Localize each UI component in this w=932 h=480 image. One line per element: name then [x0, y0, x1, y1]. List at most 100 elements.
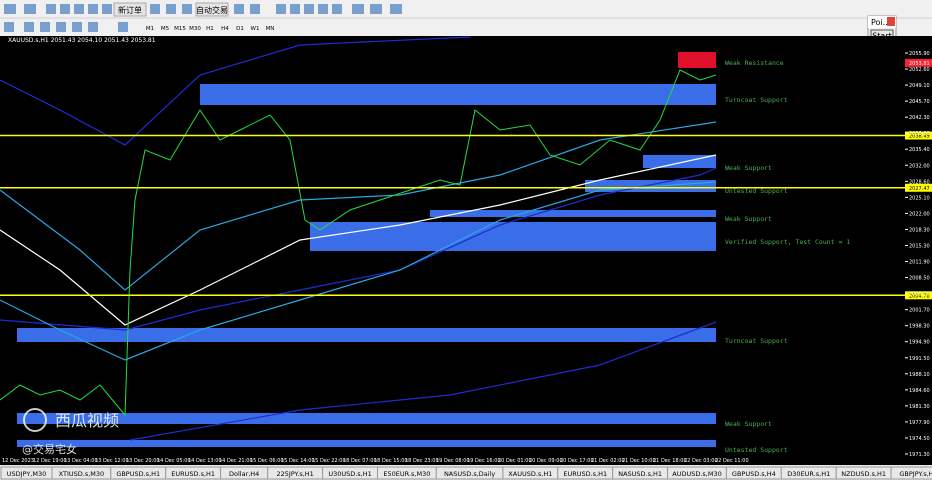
tab-label: XAUUSD.s,H1: [508, 470, 552, 478]
tool-icon[interactable]: [102, 4, 112, 14]
time-label: 15 Dec 06:00: [250, 458, 284, 464]
zone-label: Turncoat Support: [725, 337, 788, 345]
level-label: 2004.78: [909, 293, 930, 299]
zone: [643, 155, 716, 168]
zone-label: Verified Support, Test Count = 1: [725, 238, 850, 246]
candles: [0, 69, 717, 417]
zone: [200, 84, 716, 105]
tab-label: USDJPY,M30: [7, 470, 47, 478]
time-label: 13 Dec 12:00: [95, 458, 129, 464]
timeframe-label: D1: [236, 26, 244, 32]
timeframe-label: M5: [161, 26, 170, 32]
tab-label: D30EUR.s,H1: [787, 470, 830, 478]
price-label: 2045.70: [909, 99, 930, 105]
timeframe-button[interactable]: [159, 22, 172, 33]
price-label: 1974.50: [909, 436, 930, 442]
tool-icon[interactable]: [4, 22, 14, 32]
zone: [17, 440, 716, 447]
timeframe-button[interactable]: [264, 22, 277, 33]
time-label: 14 Dec 21:00: [219, 458, 253, 464]
timeframe-label: W1: [251, 26, 260, 32]
tool-icon[interactable]: [276, 4, 286, 14]
time-label: 21 Dec 10:00: [622, 458, 656, 464]
tool-icon[interactable]: [332, 4, 342, 14]
tab-label: GBPUSD.s,H4: [732, 470, 776, 478]
zone-label: Weak Support: [725, 215, 772, 223]
timeframe-button[interactable]: [249, 22, 262, 33]
tool-icon[interactable]: [182, 4, 192, 14]
price-label: 2055.90: [909, 51, 930, 57]
tool-icon[interactable]: [74, 4, 84, 14]
price-label: 2035.40: [909, 147, 930, 153]
zone-label: Untested Support: [725, 446, 788, 454]
price-label: 1981.30: [909, 404, 930, 410]
time-label: 21 Dec 18:00: [653, 458, 687, 464]
tab[interactable]: [890, 466, 932, 480]
time-label: 15 Dec 14:00: [281, 458, 315, 464]
tool-icon[interactable]: [4, 4, 16, 14]
tool-icon[interactable]: [118, 22, 128, 32]
tab-label: GBPJPY.s,H1: [899, 470, 932, 478]
price-label: 2011.90: [909, 260, 930, 266]
tool-icon[interactable]: [24, 22, 34, 32]
zone: [17, 328, 716, 342]
tab-label: EURUSD.s,H1: [563, 470, 607, 478]
tool-icon[interactable]: [24, 4, 36, 14]
time-label: 18 Dec 07:00: [343, 458, 377, 464]
tab-label: U30USD.s,H1: [328, 470, 371, 478]
timeframe-button[interactable]: [219, 22, 232, 33]
time-label: 22 Dec 11:00: [715, 458, 749, 464]
tool-icon[interactable]: [56, 22, 66, 32]
tool-icon[interactable]: [352, 4, 364, 14]
tool-icon[interactable]: [166, 4, 176, 14]
timeframe-label: MN: [266, 26, 275, 32]
time-label: 22 Dec 03:00: [684, 458, 718, 464]
price-label: 2042.30: [909, 115, 930, 121]
zone-label: Weak Resistance: [725, 59, 784, 67]
price-label: 2022.00: [909, 211, 930, 217]
new-order-button[interactable]: [113, 2, 147, 17]
tool-icon[interactable]: [88, 22, 98, 32]
tab-label: E50EUR.s,M30: [383, 470, 430, 478]
timeframe-button[interactable]: [174, 22, 187, 33]
time-label: 20 Dec 09:00: [529, 458, 563, 464]
price-axis: [905, 36, 932, 465]
tool-icon[interactable]: [72, 22, 82, 32]
tab-label: EURUSD.s,H1: [171, 470, 215, 478]
tool-icon[interactable]: [234, 4, 244, 14]
price-label: 2052.60: [909, 67, 930, 73]
zone: [678, 52, 716, 68]
price-label: 2001.70: [909, 308, 930, 314]
tool-icon[interactable]: [150, 4, 160, 14]
timeframe-button[interactable]: [234, 22, 247, 33]
time-label: 18 Dec 23:00: [405, 458, 439, 464]
time-label: 13 Dec 04:00: [64, 458, 98, 464]
chart-header: XAUUSD.s,H1 2051.43 2054.10 2051.43 2053…: [8, 37, 156, 44]
price-label: 1984.60: [909, 388, 930, 394]
tool-icon[interactable]: [60, 4, 70, 14]
auto-trade-button[interactable]: [195, 2, 229, 17]
tool-icon[interactable]: [318, 4, 328, 14]
tool-icon[interactable]: [290, 4, 300, 14]
tool-icon[interactable]: [88, 4, 98, 14]
timeframe-button[interactable]: [189, 22, 202, 33]
level-label: 2038.49: [909, 134, 930, 140]
tool-icon[interactable]: [304, 4, 314, 14]
tool-icon[interactable]: [250, 4, 260, 14]
timeframe-button[interactable]: [144, 22, 157, 33]
tool-icon[interactable]: [370, 4, 382, 14]
time-label: 14 Dec 05:00: [157, 458, 191, 464]
zone: [430, 210, 716, 217]
time-axis: [0, 455, 905, 465]
new-order-label: 新订单: [118, 5, 142, 15]
timeframe-button[interactable]: [204, 22, 217, 33]
tool-icon[interactable]: [40, 22, 50, 32]
tool-icon[interactable]: [390, 4, 402, 14]
time-label: 20 Dec 01:00: [498, 458, 532, 464]
close-button[interactable]: [887, 17, 895, 26]
timeframe-label: M15: [174, 26, 186, 32]
time-label: 20 Dec 17:00: [560, 458, 594, 464]
tool-icon[interactable]: [46, 4, 56, 14]
zone-label: Untested Support: [725, 187, 788, 195]
